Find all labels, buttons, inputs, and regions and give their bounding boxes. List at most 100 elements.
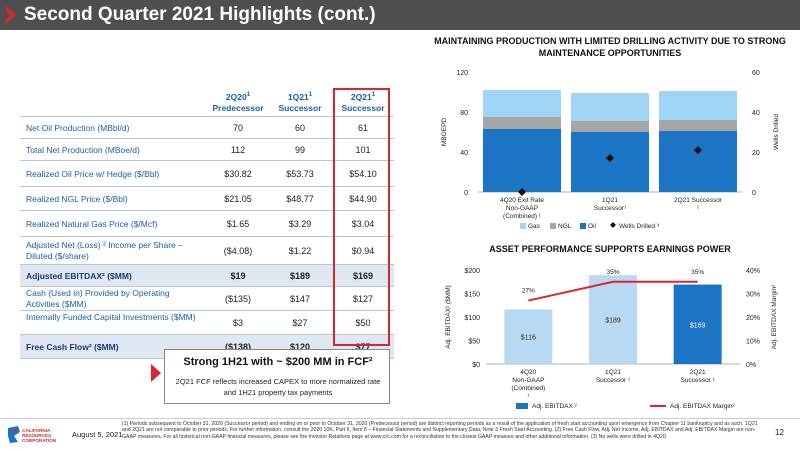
page-number: 12 [775, 428, 784, 437]
y2-axis-label: Adj. EBITDAX Margin² [771, 284, 778, 349]
legend-label: Adj. EBITDAX Margin² [670, 403, 735, 410]
column-period-text: 1Q21 [287, 91, 309, 102]
y2-tick-label: 10% [746, 339, 760, 346]
row-label: Total Net Production (MBoe/d) [26, 144, 140, 155]
margin-value-label: 27% [522, 288, 535, 295]
row-value: $147 [289, 293, 311, 304]
row-label: Realized Natural Gas Price ($/Mcf) [26, 218, 158, 229]
x-tick-label: Successor ¹ [681, 377, 716, 384]
y2-tick-label: 0% [746, 362, 756, 369]
table-row: Adjusted Net (Loss) ² Income per Share –… [20, 236, 394, 265]
row-value: $0.94 [351, 245, 375, 256]
x-tick-label: 4Q20 [520, 369, 536, 376]
footnotes: (1) Periods subsequent to October 31, 20… [122, 421, 758, 440]
column-period-text: 2Q20 [225, 91, 247, 102]
x-tick-label: ¹ [527, 393, 530, 400]
row-value: $53.73 [286, 168, 314, 179]
x-tick-label: Successor ¹ [596, 377, 631, 384]
bar-gas [659, 91, 737, 120]
row-label: Adjusted Net (Loss) ² Income per Share –… [26, 240, 183, 261]
row-value: 99 [294, 144, 305, 155]
ebitdax-bar [673, 284, 722, 364]
y-tick-label: 40 [460, 150, 468, 157]
y-tick-label: 120 [456, 70, 468, 77]
table-row: Realized Natural Gas Price ($/Mcf) $1.65 $… [20, 210, 394, 237]
row-value: $21.05 [224, 193, 252, 204]
column-subtitle: Predecessor [212, 102, 264, 113]
footer-divider [0, 418, 800, 419]
row-value: ($135) [224, 293, 251, 304]
x-tick-label: (Combined) [511, 385, 545, 392]
row-value: $77 [355, 341, 371, 352]
table-row: Net Oil Production (MBbl/d) 70 60 61 [20, 116, 394, 139]
bar-oil [483, 129, 561, 192]
bar-gas [483, 90, 561, 117]
ebitdax-bar [589, 275, 637, 364]
y-tick-label: $150 [464, 292, 480, 299]
y2-tick-label: 20 [752, 150, 760, 157]
row-value: $50 [355, 317, 371, 328]
bar-gas [571, 93, 649, 121]
y-tick-label: $0 [472, 362, 480, 369]
x-tick-label: (Combined) ¹ [503, 213, 542, 220]
svg-text:RESOURCES: RESOURCES [22, 433, 51, 438]
legend-swatch [580, 223, 586, 229]
y2-axis-label: Wells Drilled [773, 114, 780, 150]
chevron-right-icon [151, 364, 161, 382]
y-tick-label: 80 [460, 110, 468, 117]
ebitdax-bar [504, 309, 553, 364]
table-row: Total Net Production (MBoe/d) 112 99 101 [20, 138, 394, 161]
y2-tick-label: 20% [746, 315, 760, 322]
legend-label: Gas [528, 223, 541, 230]
row-value: $30.82 [224, 168, 252, 179]
svg-text:CORPORATION: CORPORATION [22, 438, 57, 443]
bar-ngl [571, 121, 649, 132]
x-tick-label: 2Q21 [690, 369, 706, 376]
x-tick-label: Non-GAAP [506, 205, 538, 212]
x-tick-label: Non-GAAP [512, 377, 544, 384]
row-value: ($138) [224, 341, 251, 352]
row-value: $48.77 [286, 193, 314, 204]
y2-tick-label: 40% [746, 268, 760, 275]
row-label: Adjusted EBITDAX² ($MM) [26, 270, 132, 281]
table-row: Internally Funded Capital Investments ($… [20, 310, 394, 335]
slide-title: Second Quarter 2021 Highlights (cont.) [24, 4, 376, 25]
row-value: 61 [357, 122, 368, 133]
fcf-callout: Strong 1H21 with ~ $200 MM in FCF² 2Q21 … [164, 349, 390, 404]
row-label: Free Cash Flow² ($MM) [26, 341, 119, 352]
company-logo: CALIFORNIA RESOURCES CORPORATION [8, 426, 57, 443]
margin-value-label: 35% [691, 269, 704, 276]
row-value: $189 [289, 270, 311, 281]
y2-tick-label: 0 [752, 190, 756, 197]
row-label: Cash (Used in) Provided by Operating Act… [26, 288, 170, 309]
x-tick-label: 4Q20 Exit Rate [500, 197, 544, 204]
row-value: $44.90 [349, 193, 377, 204]
x-tick-label: 2Q21 Successor [674, 197, 723, 204]
y-axis-label: MBOEPD [441, 118, 448, 146]
bar-oil [659, 131, 737, 192]
legend-label: Adj. EBITDAX ² [532, 403, 578, 410]
column-header-2: 2Q211 Successor [333, 90, 393, 114]
wells-drilled-marker [694, 146, 702, 154]
bar-value-label: $116 [521, 335, 536, 342]
margin-value-label: 35% [606, 269, 619, 276]
row-value: $169 [352, 270, 374, 281]
bar-value-label: $189 [605, 318, 621, 325]
column-period: 2Q201 [208, 90, 268, 103]
row-value: $27 [292, 317, 308, 328]
y-tick-label: $100 [464, 315, 480, 322]
column-period: 1Q211 [270, 90, 330, 103]
x-tick-label: ¹ [697, 205, 700, 212]
y2-tick-label: 30% [746, 292, 760, 299]
row-value: $1.65 [226, 218, 250, 229]
table-row: Realized Oil Price w/ Hedge ($/Bbl) $30.8… [20, 160, 394, 187]
footer-date: August 5, 2021 [72, 430, 123, 439]
column-subtitle: Successor [278, 102, 322, 113]
y-tick-label: $200 [464, 268, 480, 275]
row-label: Net Oil Production (MBbl/d) [26, 122, 130, 133]
bar-ngl [483, 117, 561, 129]
y-tick-label: 0 [464, 190, 468, 197]
current-quarter-highlight-box [333, 88, 390, 346]
legend-label: Oil [588, 223, 597, 230]
legend-diamond-icon [610, 222, 616, 228]
